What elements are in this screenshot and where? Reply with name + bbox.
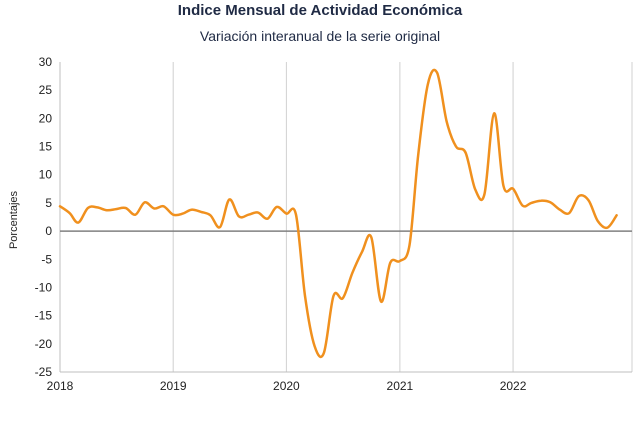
series-line (58, 68, 618, 359)
x-tick-label: 2018 (47, 379, 74, 393)
y-tick-label: -10 (35, 280, 53, 294)
x-tick-label: 2021 (387, 379, 414, 393)
y-tick-label: -5 (41, 252, 52, 266)
y-tick-label: 10 (39, 168, 53, 182)
x-tick-label: 2019 (160, 379, 187, 393)
y-tick-label: -20 (35, 337, 53, 351)
y-tick-label: 15 (39, 140, 53, 154)
x-tick-label: 2022 (500, 379, 527, 393)
axes (59, 62, 632, 373)
y-tick-label: 20 (39, 111, 53, 125)
tick-labels: 2018 2019 2020 2021 2022 30 25 20 15 10 5 0 -5 -10 -15… (35, 55, 527, 393)
y-tick-label: 30 (39, 55, 53, 69)
y-axis-title: Porcentajes (8, 190, 20, 249)
y-tick-label: 5 (45, 196, 52, 210)
series-layer (58, 68, 618, 359)
y-tick-label: -25 (35, 365, 53, 379)
gridlines (172, 62, 633, 372)
y-tick-label: -15 (35, 309, 53, 323)
chart-title: Indice Mensual de Actividad Económica (177, 2, 463, 19)
y-tick-label: 25 (39, 83, 53, 97)
chart-subtitle: Variación interanual de la serie origina… (199, 28, 441, 44)
x-tick-label: 2020 (273, 379, 300, 393)
y-tick-label: 0 (45, 224, 52, 238)
